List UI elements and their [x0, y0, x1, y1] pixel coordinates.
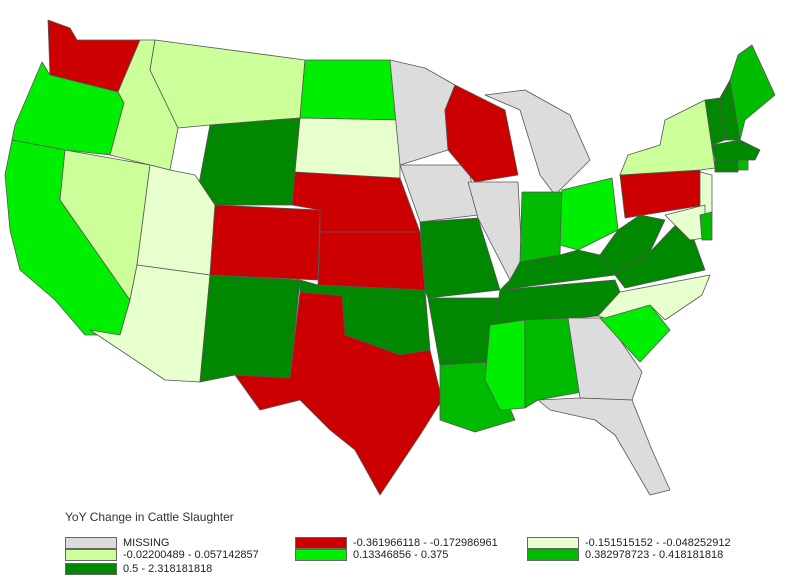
legend-swatch-c3 [65, 549, 117, 561]
state-MA[interactable] [711, 139, 761, 161]
legend-title: YoY Change in Cattle Slaughter [65, 510, 234, 524]
legend-item-c3: -0.02200489 - 0.057142857 [65, 549, 259, 561]
state-RI[interactable] [737, 159, 749, 171]
legend-item-c6: 0.5 - 2.318181818 [65, 563, 212, 575]
legend-label-c5: 0.382978723 - 0.418181818 [585, 549, 724, 561]
legend-swatch-c5 [527, 549, 579, 561]
state-NM[interactable] [199, 274, 301, 383]
state-OH[interactable] [559, 177, 619, 251]
legend-swatch-c4 [295, 549, 347, 561]
state-DE[interactable] [699, 211, 713, 241]
state-WV[interactable] [599, 214, 666, 276]
legend-swatch-c2 [527, 537, 579, 549]
state-IN[interactable] [519, 191, 563, 263]
legend-label-c4: 0.13346856 - 0.375 [353, 549, 449, 561]
state-CT[interactable] [714, 159, 739, 173]
legend-item-c4: 0.13346856 - 0.375 [295, 549, 448, 561]
legend-swatch-missing [65, 537, 117, 549]
state-WY[interactable] [194, 117, 301, 206]
state-GA[interactable] [567, 317, 643, 401]
legend-label-c6: 0.5 - 2.318181818 [123, 563, 213, 575]
state-FL[interactable] [537, 397, 671, 496]
legend-item-missing: MISSING [65, 537, 169, 549]
state-MT[interactable] [149, 39, 306, 129]
state-MI[interactable] [484, 89, 591, 196]
state-MO[interactable] [419, 217, 501, 299]
state-ND[interactable] [299, 59, 401, 121]
state-NY[interactable] [619, 99, 716, 176]
state-CO[interactable] [209, 204, 321, 281]
state-KS[interactable] [317, 231, 426, 291]
state-TX[interactable] [234, 291, 443, 496]
legend-label-c1: -0.361966118 - -0.172986961 [353, 537, 498, 549]
state-NC[interactable] [597, 274, 711, 321]
state-MS[interactable] [484, 319, 526, 411]
legend-item-c1: -0.361966118 - -0.172986961 [295, 537, 498, 549]
legend-swatch-c1 [295, 537, 347, 549]
legend-item-c5: 0.382978723 - 0.418181818 [527, 549, 723, 561]
us-states-map [4, 19, 776, 496]
legend-label-missing: MISSING [123, 537, 170, 549]
legend-swatch-c6 [65, 563, 117, 575]
legend-label-c2: -0.151515152 - -0.048252912 [585, 537, 731, 549]
legend-item-c2: -0.151515152 - -0.048252912 [527, 537, 731, 549]
state-AL[interactable] [524, 317, 583, 409]
legend-label-c3: -0.02200489 - 0.057142857 [123, 549, 259, 561]
